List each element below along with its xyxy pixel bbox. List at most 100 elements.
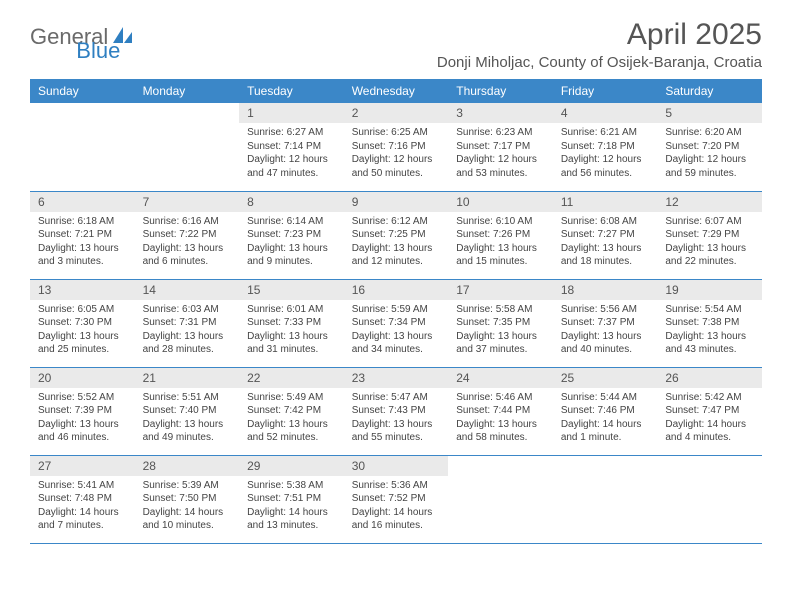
day-details: Sunrise: 5:49 AMSunset: 7:42 PMDaylight:… [239, 388, 344, 449]
sunrise-text: Sunrise: 6:03 AM [143, 303, 232, 317]
calendar-day-cell: 25Sunrise: 5:44 AMSunset: 7:46 PMDayligh… [553, 367, 658, 455]
daylight-text: Daylight: 13 hours and 28 minutes. [143, 330, 232, 357]
sunrise-text: Sunrise: 5:38 AM [247, 479, 336, 493]
day-details: Sunrise: 6:20 AMSunset: 7:20 PMDaylight:… [657, 123, 762, 184]
sunrise-text: Sunrise: 6:18 AM [38, 215, 127, 229]
day-number: 15 [239, 280, 344, 300]
daylight-text: Daylight: 12 hours and 50 minutes. [352, 153, 441, 180]
day-number: 19 [657, 280, 762, 300]
daylight-text: Daylight: 13 hours and 58 minutes. [456, 418, 545, 445]
sunset-text: Sunset: 7:37 PM [561, 316, 650, 330]
day-header: Tuesday [239, 79, 344, 103]
calendar-day-cell: 18Sunrise: 5:56 AMSunset: 7:37 PMDayligh… [553, 279, 658, 367]
sunset-text: Sunset: 7:20 PM [665, 140, 754, 154]
calendar-day-cell: 4Sunrise: 6:21 AMSunset: 7:18 PMDaylight… [553, 103, 658, 191]
title-block: April 2025 Donji Miholjac, County of Osi… [437, 18, 762, 71]
daylight-text: Daylight: 13 hours and 34 minutes. [352, 330, 441, 357]
calendar-day-cell: 8Sunrise: 6:14 AMSunset: 7:23 PMDaylight… [239, 191, 344, 279]
calendar-empty-cell [657, 455, 762, 543]
sunset-text: Sunset: 7:17 PM [456, 140, 545, 154]
day-details: Sunrise: 6:08 AMSunset: 7:27 PMDaylight:… [553, 212, 658, 273]
day-details: Sunrise: 6:12 AMSunset: 7:25 PMDaylight:… [344, 212, 449, 273]
day-details: Sunrise: 5:51 AMSunset: 7:40 PMDaylight:… [135, 388, 240, 449]
sunrise-text: Sunrise: 5:41 AM [38, 479, 127, 493]
sunset-text: Sunset: 7:23 PM [247, 228, 336, 242]
sunrise-text: Sunrise: 6:25 AM [352, 126, 441, 140]
day-number: 8 [239, 192, 344, 212]
sunrise-text: Sunrise: 6:05 AM [38, 303, 127, 317]
day-number: 13 [30, 280, 135, 300]
daylight-text: Daylight: 13 hours and 43 minutes. [665, 330, 754, 357]
sunset-text: Sunset: 7:38 PM [665, 316, 754, 330]
calendar-empty-cell [30, 103, 135, 191]
day-header: Sunday [30, 79, 135, 103]
daylight-text: Daylight: 13 hours and 18 minutes. [561, 242, 650, 269]
day-number: 5 [657, 103, 762, 123]
sunrise-text: Sunrise: 5:52 AM [38, 391, 127, 405]
daylight-text: Daylight: 13 hours and 40 minutes. [561, 330, 650, 357]
day-details: Sunrise: 6:27 AMSunset: 7:14 PMDaylight:… [239, 123, 344, 184]
calendar-day-cell: 23Sunrise: 5:47 AMSunset: 7:43 PMDayligh… [344, 367, 449, 455]
calendar-day-cell: 14 Sunrise: 6:03 AMSunset: 7:31 PMDayligh… [135, 279, 240, 367]
sunrise-text: Sunrise: 6:16 AM [143, 215, 232, 229]
location-subtitle: Donji Miholjac, County of Osijek-Baranja… [437, 54, 762, 71]
daylight-text: Daylight: 12 hours and 56 minutes. [561, 153, 650, 180]
daylight-text: Daylight: 13 hours and 46 minutes. [38, 418, 127, 445]
calendar-body: 1Sunrise: 6:27 AMSunset: 7:14 PMDaylight… [30, 103, 762, 543]
day-number: 17 [448, 280, 553, 300]
daylight-text: Daylight: 13 hours and 52 minutes. [247, 418, 336, 445]
day-details: Sunrise: 5:52 AMSunset: 7:39 PMDaylight:… [30, 388, 135, 449]
daylight-text: Daylight: 13 hours and 31 minutes. [247, 330, 336, 357]
day-number: 26 [657, 368, 762, 388]
day-number: 3 [448, 103, 553, 123]
day-number: 14 [135, 280, 240, 300]
sunset-text: Sunset: 7:18 PM [561, 140, 650, 154]
daylight-text: Daylight: 13 hours and 12 minutes. [352, 242, 441, 269]
calendar-day-cell: 12Sunrise: 6:07 AMSunset: 7:29 PMDayligh… [657, 191, 762, 279]
day-number: 20 [30, 368, 135, 388]
sunrise-text: Sunrise: 6:14 AM [247, 215, 336, 229]
sunset-text: Sunset: 7:43 PM [352, 404, 441, 418]
calendar-day-cell: 2Sunrise: 6:25 AMSunset: 7:16 PMDaylight… [344, 103, 449, 191]
calendar-day-cell: 19Sunrise: 5:54 AMSunset: 7:38 PMDayligh… [657, 279, 762, 367]
sunset-text: Sunset: 7:31 PM [143, 316, 232, 330]
calendar-day-cell: 7Sunrise: 6:16 AMSunset: 7:22 PMDaylight… [135, 191, 240, 279]
daylight-text: Daylight: 14 hours and 4 minutes. [665, 418, 754, 445]
calendar-day-cell: 9Sunrise: 6:12 AMSunset: 7:25 PMDaylight… [344, 191, 449, 279]
sunset-text: Sunset: 7:33 PM [247, 316, 336, 330]
calendar-day-cell: 28Sunrise: 5:39 AMSunset: 7:50 PMDayligh… [135, 455, 240, 543]
calendar-day-cell: 21Sunrise: 5:51 AMSunset: 7:40 PMDayligh… [135, 367, 240, 455]
day-details: Sunrise: 5:41 AMSunset: 7:48 PMDaylight:… [30, 476, 135, 537]
day-details: Sunrise: 6:23 AMSunset: 7:17 PMDaylight:… [448, 123, 553, 184]
calendar-day-cell: 16Sunrise: 5:59 AMSunset: 7:34 PMDayligh… [344, 279, 449, 367]
day-details: Sunrise: 6:14 AMSunset: 7:23 PMDaylight:… [239, 212, 344, 273]
daylight-text: Daylight: 14 hours and 10 minutes. [143, 506, 232, 533]
day-details: Sunrise: 6:10 AMSunset: 7:26 PMDaylight:… [448, 212, 553, 273]
sunrise-text: Sunrise: 5:39 AM [143, 479, 232, 493]
day-number: 9 [344, 192, 449, 212]
sunset-text: Sunset: 7:35 PM [456, 316, 545, 330]
calendar-day-cell: 3Sunrise: 6:23 AMSunset: 7:17 PMDaylight… [448, 103, 553, 191]
calendar-day-cell: 11Sunrise: 6:08 AMSunset: 7:27 PMDayligh… [553, 191, 658, 279]
calendar-week-row: 6Sunrise: 6:18 AMSunset: 7:21 PMDaylight… [30, 191, 762, 279]
sunrise-text: Sunrise: 6:12 AM [352, 215, 441, 229]
sunrise-text: Sunrise: 5:58 AM [456, 303, 545, 317]
sunrise-text: Sunrise: 6:10 AM [456, 215, 545, 229]
daylight-text: Daylight: 14 hours and 1 minute. [561, 418, 650, 445]
daylight-text: Daylight: 12 hours and 59 minutes. [665, 153, 754, 180]
daylight-text: Daylight: 14 hours and 13 minutes. [247, 506, 336, 533]
day-details: Sunrise: 5:44 AMSunset: 7:46 PMDaylight:… [553, 388, 658, 449]
day-number: 2 [344, 103, 449, 123]
sunset-text: Sunset: 7:30 PM [38, 316, 127, 330]
sunset-text: Sunset: 7:52 PM [352, 492, 441, 506]
day-number: 6 [30, 192, 135, 212]
day-header: Saturday [657, 79, 762, 103]
daylight-text: Daylight: 14 hours and 7 minutes. [38, 506, 127, 533]
calendar-day-cell: 5Sunrise: 6:20 AMSunset: 7:20 PMDaylight… [657, 103, 762, 191]
day-number: 11 [553, 192, 658, 212]
sunset-text: Sunset: 7:22 PM [143, 228, 232, 242]
calendar-day-cell: 22Sunrise: 5:49 AMSunset: 7:42 PMDayligh… [239, 367, 344, 455]
sunrise-text: Sunrise: 6:27 AM [247, 126, 336, 140]
day-details: Sunrise: 6:25 AMSunset: 7:16 PMDaylight:… [344, 123, 449, 184]
day-details: Sunrise: 5:56 AMSunset: 7:37 PMDaylight:… [553, 300, 658, 361]
